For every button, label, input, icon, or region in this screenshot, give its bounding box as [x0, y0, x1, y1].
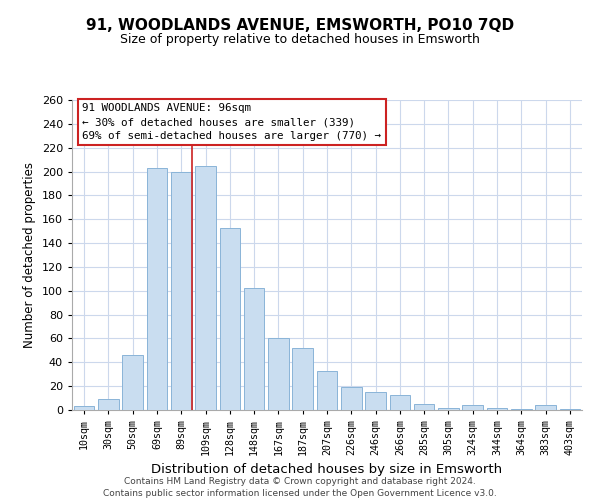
- Bar: [389, 394, 410, 410]
- Bar: [244, 288, 265, 410]
- Bar: [414, 404, 434, 410]
- Bar: [535, 405, 556, 410]
- Text: Contains public sector information licensed under the Open Government Licence v3: Contains public sector information licen…: [103, 489, 497, 498]
- Text: Contains HM Land Registry data © Crown copyright and database right 2024.: Contains HM Land Registry data © Crown c…: [124, 478, 476, 486]
- Text: Size of property relative to detached houses in Emsworth: Size of property relative to detached ho…: [120, 32, 480, 46]
- Bar: [171, 172, 191, 410]
- Bar: [365, 392, 386, 410]
- Bar: [560, 409, 580, 410]
- Y-axis label: Number of detached properties: Number of detached properties: [23, 162, 36, 348]
- Bar: [268, 338, 289, 410]
- Bar: [438, 408, 459, 410]
- Bar: [195, 166, 216, 410]
- Bar: [146, 168, 167, 410]
- Bar: [74, 406, 94, 410]
- Bar: [341, 388, 362, 410]
- Bar: [463, 405, 483, 410]
- Bar: [317, 370, 337, 410]
- X-axis label: Distribution of detached houses by size in Emsworth: Distribution of detached houses by size …: [151, 464, 503, 476]
- Bar: [511, 409, 532, 410]
- Bar: [98, 400, 119, 410]
- Text: 91 WOODLANDS AVENUE: 96sqm
← 30% of detached houses are smaller (339)
69% of sem: 91 WOODLANDS AVENUE: 96sqm ← 30% of deta…: [82, 103, 381, 141]
- Bar: [487, 408, 508, 410]
- Bar: [122, 355, 143, 410]
- Text: 91, WOODLANDS AVENUE, EMSWORTH, PO10 7QD: 91, WOODLANDS AVENUE, EMSWORTH, PO10 7QD: [86, 18, 514, 32]
- Bar: [220, 228, 240, 410]
- Bar: [292, 348, 313, 410]
